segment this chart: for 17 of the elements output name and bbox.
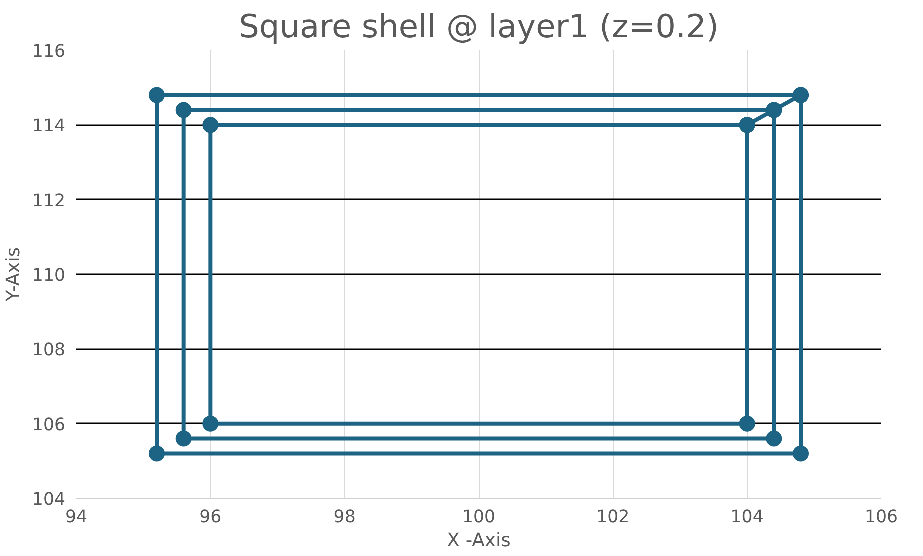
chart-title: Square shell @ layer1 (z=0.2) [239, 8, 719, 46]
x-tick-label: 96 [200, 508, 222, 528]
y-tick-label: 114 [32, 116, 66, 137]
x-tick-label: 94 [65, 508, 88, 528]
x-tick-label: 102 [596, 508, 630, 528]
x-tick-label: 106 [864, 508, 898, 528]
y-tick-label: 110 [32, 266, 66, 286]
y-tick-label: 116 [32, 42, 66, 62]
y-tick-label: 108 [32, 340, 66, 361]
x-axis-title: X -Axis [447, 530, 511, 552]
x-tick-label: 98 [334, 508, 356, 528]
x-tick-label: 100 [462, 508, 496, 528]
y-tick-label: 106 [32, 415, 66, 436]
y-tick-label: 104 [32, 490, 66, 510]
y-tick-label: 112 [32, 191, 66, 212]
x-tick-label: 104 [730, 508, 764, 528]
y-axis-title: Y-Axis [3, 247, 24, 303]
